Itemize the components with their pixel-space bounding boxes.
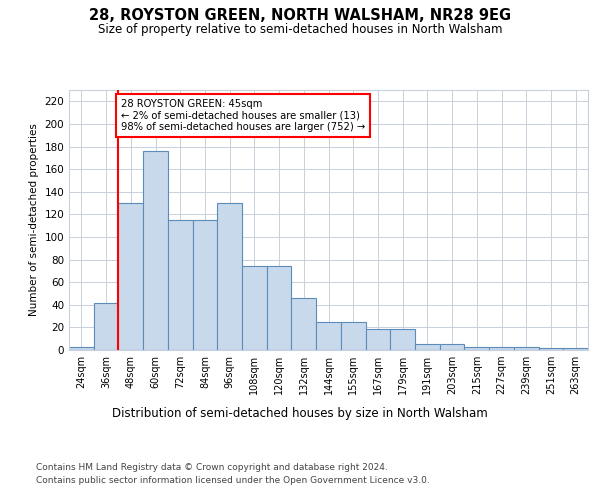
- Text: Contains HM Land Registry data © Crown copyright and database right 2024.: Contains HM Land Registry data © Crown c…: [36, 462, 388, 471]
- Text: Contains public sector information licensed under the Open Government Licence v3: Contains public sector information licen…: [36, 476, 430, 485]
- Bar: [242, 266, 267, 350]
- Bar: [118, 203, 143, 350]
- Y-axis label: Number of semi-detached properties: Number of semi-detached properties: [29, 124, 39, 316]
- Bar: [143, 151, 168, 350]
- Bar: [489, 346, 514, 350]
- Bar: [341, 322, 365, 350]
- Bar: [464, 346, 489, 350]
- Bar: [292, 298, 316, 350]
- Bar: [365, 328, 390, 350]
- Bar: [440, 344, 464, 350]
- Bar: [94, 302, 118, 350]
- Text: Size of property relative to semi-detached houses in North Walsham: Size of property relative to semi-detach…: [98, 22, 502, 36]
- Bar: [390, 328, 415, 350]
- Bar: [69, 346, 94, 350]
- Text: 28 ROYSTON GREEN: 45sqm
← 2% of semi-detached houses are smaller (13)
98% of sem: 28 ROYSTON GREEN: 45sqm ← 2% of semi-det…: [121, 99, 365, 132]
- Bar: [514, 346, 539, 350]
- Bar: [267, 266, 292, 350]
- Bar: [217, 203, 242, 350]
- Bar: [168, 220, 193, 350]
- Text: Distribution of semi-detached houses by size in North Walsham: Distribution of semi-detached houses by …: [112, 408, 488, 420]
- Bar: [193, 220, 217, 350]
- Bar: [316, 322, 341, 350]
- Bar: [539, 348, 563, 350]
- Bar: [415, 344, 440, 350]
- Bar: [563, 348, 588, 350]
- Text: 28, ROYSTON GREEN, NORTH WALSHAM, NR28 9EG: 28, ROYSTON GREEN, NORTH WALSHAM, NR28 9…: [89, 8, 511, 22]
